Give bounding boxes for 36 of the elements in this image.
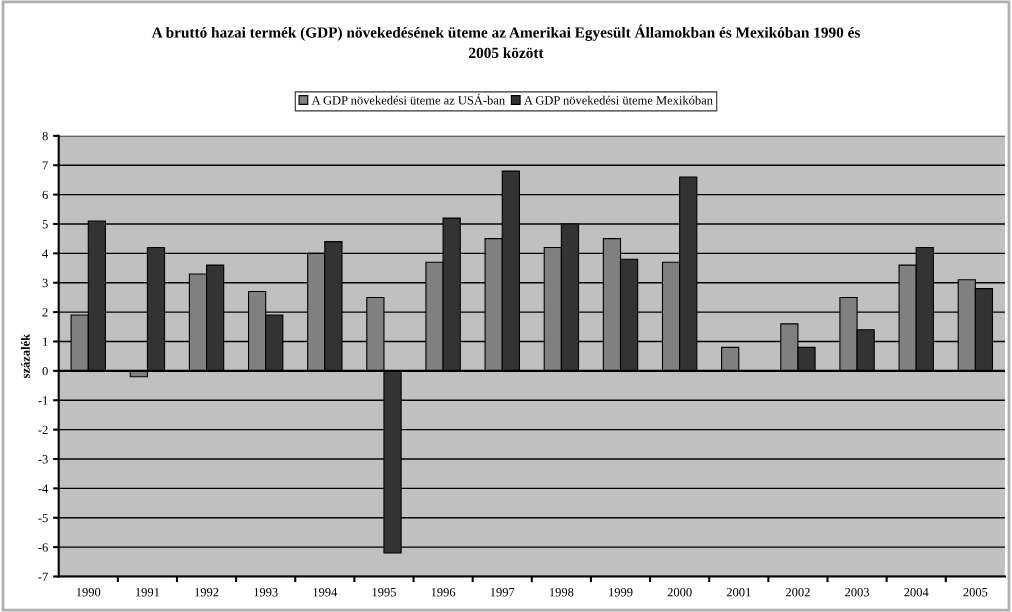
y-tick-label: 8 — [42, 131, 48, 141]
x-tick-label: 2000 — [667, 587, 692, 597]
x-tick-label: 1990 — [76, 587, 101, 597]
legend-label: A GDP növekedési üteme Mexikóban — [524, 95, 713, 105]
y-axis-title: százalék — [20, 333, 30, 379]
y-tick-label: -6 — [38, 543, 48, 552]
y-tick-label: 2 — [42, 308, 48, 317]
y-tick-label: 3 — [42, 278, 48, 288]
x-tick-label: 1999 — [609, 588, 633, 597]
y-tick-label: -4 — [38, 484, 49, 493]
y-tick-label: 5 — [42, 220, 48, 229]
x-tick-label: 2003 — [845, 587, 870, 597]
y-tick-label: 4 — [42, 249, 49, 258]
legend-label: A GDP növekedési üteme az USÁ-ban — [311, 93, 505, 105]
x-tick-label: 1993 — [254, 588, 278, 597]
x-tick-label: 1998 — [549, 587, 574, 597]
chart-title: A bruttó hazai termék (GDP) növekedésének üteme az Amerikai Egyesült Államokban és Mexikóban 1990 és 2005 között — [151, 24, 860, 59]
x-tick-label: 1995 — [372, 588, 396, 597]
x-tick-label: 1994 — [313, 588, 338, 597]
y-tick-label: -3 — [38, 455, 48, 464]
x-tick-label: 1997 — [490, 588, 515, 597]
x-tick-label: 2002 — [785, 587, 810, 597]
y-tick-label: -7 — [38, 572, 48, 581]
y-tick-label: 6 — [42, 190, 48, 200]
x-tick-label: 1991 — [136, 588, 160, 597]
x-tick-label: 2004 — [904, 587, 929, 597]
y-tick-label: -5 — [38, 513, 48, 523]
y-tick-label: 0 — [42, 366, 48, 376]
y-tick-label: 7 — [42, 161, 48, 170]
x-tick-label: 2001 — [726, 587, 751, 597]
x-tick-label: 2005 — [963, 587, 988, 597]
y-tick-label: -1 — [38, 396, 48, 405]
x-tick-label: 1996 — [431, 588, 456, 597]
x-tick-label: 1992 — [195, 588, 219, 597]
y-tick-label: 1 — [43, 337, 48, 346]
y-tick-label: -2 — [38, 425, 48, 434]
